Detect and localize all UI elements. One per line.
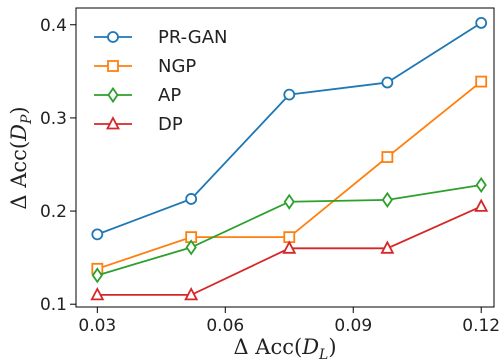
data-point-ap [185, 239, 197, 256]
legend-label-ap: AP [158, 85, 181, 106]
data-point-pr-gan [185, 193, 198, 205]
data-point-ap [475, 176, 487, 194]
data-point-dp [184, 286, 199, 301]
y-axis-label: Δ Acc(DP) [7, 106, 35, 209]
data-point-dp [282, 240, 297, 254]
legend-label-dp: DP [158, 114, 183, 135]
data-point-dp [380, 240, 395, 254]
x-tick-label: 0.03 [78, 316, 116, 336]
data-point-ngp [475, 75, 488, 88]
data-point-pr-gan [381, 76, 394, 89]
legend: PR-GAN NGP AP DP [94, 27, 228, 135]
legend-marker-dp [106, 116, 120, 130]
data-point-ap [381, 191, 393, 208]
x-axis-label: Δ Acc(DL) [233, 335, 336, 360]
data-point-dp [474, 198, 489, 212]
y-tick-label: 0.2 [40, 202, 67, 222]
data-point-pr-gan [91, 228, 104, 241]
data-point-ap [91, 267, 103, 284]
data-point-pr-gan [475, 17, 488, 29]
plot-area [90, 17, 489, 301]
legend-label-ngp: NGP [158, 56, 196, 77]
data-point-dp [90, 286, 105, 301]
legend-marker-ap [107, 86, 119, 104]
data-point-pr-gan [283, 88, 296, 101]
legend-marker-pr-gan [107, 31, 119, 43]
y-tick-label: 0.1 [40, 295, 67, 315]
legend-label-pr-gan: PR-GAN [158, 27, 228, 48]
y-tick-label: 0.4 [40, 16, 67, 36]
plot-frame [75, 7, 495, 308]
x-tick-label: 0.06 [206, 316, 244, 336]
data-point-ngp [381, 151, 394, 163]
axes: 0.03 0.06 0.09 0.12 0.1 0.2 0.3 0.4 [40, 7, 500, 336]
x-tick-label: 0.12 [462, 316, 500, 336]
y-tick-label: 0.3 [40, 109, 67, 129]
legend-marker-ngp [107, 60, 119, 72]
x-tick-label: 0.09 [334, 316, 372, 336]
data-point-ap [283, 193, 295, 210]
